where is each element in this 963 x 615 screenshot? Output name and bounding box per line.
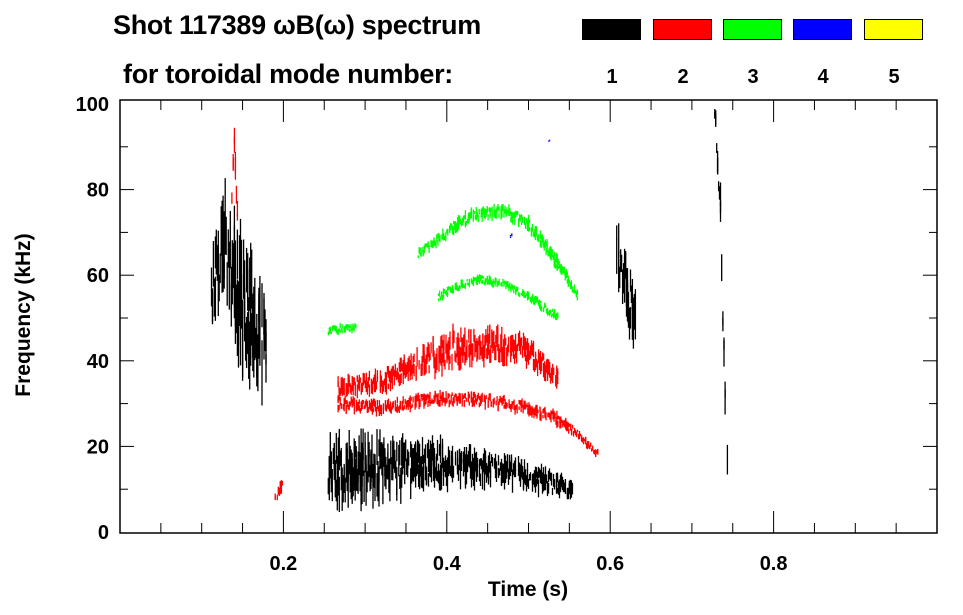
- x-tick-label: 0.8: [760, 553, 788, 575]
- legend-swatch-mode-2: [653, 19, 712, 40]
- y-tick-label: 40: [87, 351, 109, 373]
- legend-label-mode-1: 1: [606, 66, 618, 88]
- legend-label-mode-3: 3: [747, 66, 759, 88]
- legend-swatch-mode-4: [793, 19, 852, 40]
- legend-swatch-mode-1: [582, 19, 641, 40]
- mode-2-trace: [337, 389, 599, 457]
- y-tick-label: 100: [76, 94, 109, 116]
- mode-3-trace: [417, 203, 578, 301]
- mode-3-trace: [327, 323, 357, 336]
- y-tick-label: 0: [98, 522, 109, 544]
- y-tick-label: 60: [87, 265, 109, 287]
- mode-1-trace: [616, 223, 637, 349]
- legend-swatch-mode-5: [864, 19, 923, 40]
- legend-swatch-mode-3: [723, 19, 782, 40]
- legend-label-mode-4: 4: [817, 66, 829, 88]
- legend-label-mode-5: 5: [888, 66, 900, 88]
- mode-4-trace: [509, 233, 513, 238]
- legend-label-mode-2: 2: [677, 66, 689, 88]
- mode-1-trace: [714, 109, 729, 475]
- mode-1-trace: [327, 428, 574, 512]
- mode-2-trace: [337, 323, 559, 399]
- x-tick-label: 0.4: [433, 553, 462, 575]
- mode-1-trace: [210, 178, 267, 406]
- x-axis-label: Time (s): [488, 578, 568, 601]
- x-tick-label: 0.6: [596, 553, 624, 575]
- mode-4-trace: [548, 139, 551, 142]
- chart-title: Shot 117389 ωB(ω) spectrum: [113, 10, 481, 40]
- axes: 0.2 0.4 0.6 0.8 0 20 40 60 80 100: [76, 94, 938, 575]
- y-axis-label: Frequency (kHz): [12, 233, 35, 396]
- chart-subtitle: for toroidal mode number:: [123, 59, 454, 89]
- y-tick-label: 20: [87, 436, 109, 458]
- mode-2-trace: [231, 127, 239, 221]
- mode-2-trace: [274, 480, 284, 501]
- y-tick-label: 80: [87, 180, 109, 202]
- spectral-traces: [210, 109, 729, 512]
- mode-3-trace: [437, 274, 559, 321]
- x-tick-label: 0.2: [269, 553, 297, 575]
